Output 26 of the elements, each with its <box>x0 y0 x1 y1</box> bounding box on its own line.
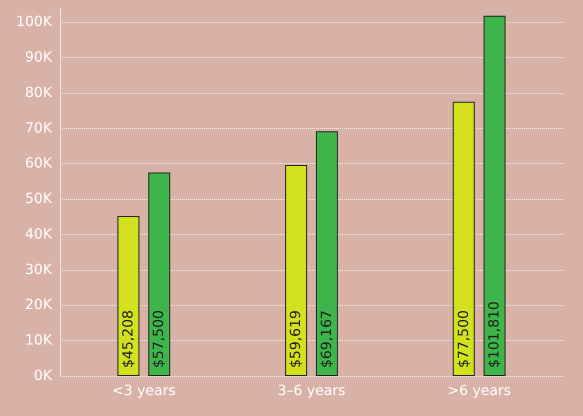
data-label: $101,810 <box>486 301 503 368</box>
y-tick-label: 40K <box>25 226 53 242</box>
data-label: $45,208 <box>120 310 136 368</box>
y-tick-label: 30K <box>25 262 53 278</box>
bar <box>117 216 140 376</box>
x-tick-label: 3–6 years <box>278 383 346 399</box>
data-label: $77,500 <box>456 310 472 368</box>
bar <box>285 165 308 376</box>
y-tick-label: 100K <box>16 14 53 30</box>
bar <box>148 172 170 376</box>
y-tick-label: 0K <box>34 368 53 384</box>
bar <box>484 16 506 376</box>
y-tick-label: 90K <box>25 50 53 66</box>
data-label: $57,500 <box>151 310 168 368</box>
y-tick-label: 10K <box>25 332 53 349</box>
y-tick-label: 80K <box>25 84 53 101</box>
x-tick-label: >6 years <box>447 383 511 399</box>
data-label: $69,167 <box>318 310 335 368</box>
data-label: $59,619 <box>288 310 304 368</box>
x-tick-label: <3 years <box>112 383 176 399</box>
y-tick-label: 60K <box>25 156 53 172</box>
y-tick-label: 50K <box>25 191 53 208</box>
y-tick-label: 20K <box>25 297 53 314</box>
y-tick-label: 70K <box>25 120 53 136</box>
bar <box>316 131 338 376</box>
bar <box>452 102 475 376</box>
